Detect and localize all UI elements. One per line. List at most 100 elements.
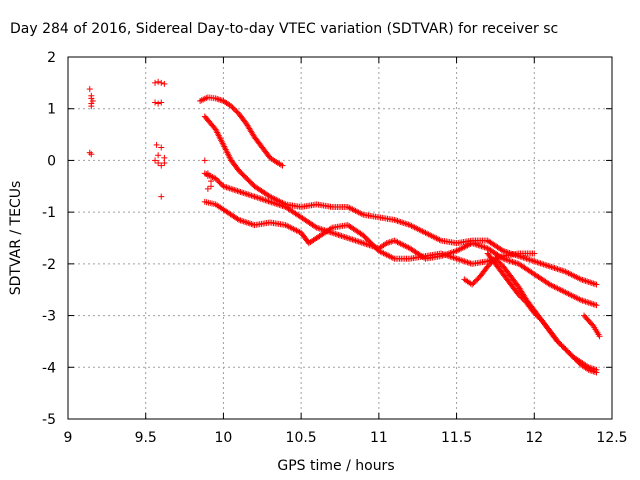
data-point bbox=[155, 78, 162, 85]
data-point bbox=[344, 235, 351, 241]
data-point bbox=[450, 254, 457, 261]
data-point bbox=[497, 260, 504, 267]
data-point bbox=[343, 234, 350, 241]
data-point bbox=[559, 343, 566, 350]
data-point bbox=[232, 107, 239, 114]
data-point bbox=[546, 263, 553, 270]
data-point bbox=[399, 219, 406, 226]
data-point bbox=[333, 231, 340, 238]
data-point bbox=[249, 193, 256, 200]
y-tick-label: 1 bbox=[47, 102, 56, 118]
data-point bbox=[591, 281, 598, 288]
data-point bbox=[585, 299, 592, 306]
data-point bbox=[474, 276, 481, 283]
data-point bbox=[215, 178, 222, 185]
data-point bbox=[461, 258, 468, 265]
data-point bbox=[265, 198, 272, 205]
data-point bbox=[158, 79, 165, 86]
data-point bbox=[589, 321, 596, 328]
data-point bbox=[543, 262, 550, 269]
data-point bbox=[216, 179, 223, 186]
data-point bbox=[557, 341, 564, 348]
data-point bbox=[588, 300, 595, 307]
data-point bbox=[158, 193, 165, 200]
data-point bbox=[86, 86, 93, 93]
data-point bbox=[478, 243, 485, 250]
y-tick-label: -3 bbox=[42, 309, 56, 325]
data-point bbox=[455, 256, 462, 263]
data-point bbox=[360, 240, 367, 247]
data-point bbox=[152, 79, 159, 86]
data-point bbox=[254, 194, 261, 201]
data-point bbox=[566, 350, 573, 357]
data-point bbox=[242, 190, 249, 197]
data-point bbox=[456, 256, 463, 263]
x-tick-label: 10 bbox=[215, 430, 233, 446]
y-tick-label: -1 bbox=[42, 205, 56, 221]
data-point bbox=[563, 347, 570, 354]
data-point bbox=[588, 279, 595, 286]
x-tick-labels: 9 9.5 10 10.5 11 11.5 12 12.5 bbox=[64, 430, 628, 446]
data-point bbox=[394, 217, 401, 224]
data-point bbox=[392, 217, 399, 224]
data-point bbox=[531, 250, 538, 257]
data-point bbox=[537, 260, 544, 267]
data-point bbox=[355, 238, 362, 245]
data-point bbox=[152, 99, 159, 106]
data-point bbox=[459, 257, 466, 264]
x-tick-label: 11.5 bbox=[441, 430, 472, 446]
data-point bbox=[452, 255, 459, 262]
data-point bbox=[256, 195, 263, 202]
y-tick-label: -4 bbox=[42, 360, 56, 376]
data-point bbox=[88, 151, 95, 158]
data-point bbox=[153, 141, 160, 148]
data-point bbox=[535, 313, 542, 320]
data-point bbox=[572, 356, 579, 363]
data-point bbox=[498, 246, 505, 253]
data-point bbox=[341, 233, 348, 240]
data-point bbox=[152, 157, 159, 164]
data-point bbox=[226, 185, 233, 192]
data-point bbox=[243, 219, 250, 226]
data-point bbox=[253, 194, 260, 201]
data-point bbox=[567, 351, 574, 358]
data-point bbox=[561, 344, 568, 351]
data-point bbox=[402, 220, 409, 227]
data-point bbox=[582, 277, 589, 284]
data-point bbox=[215, 96, 222, 103]
data-point bbox=[213, 176, 220, 183]
data-point bbox=[506, 257, 513, 264]
data-point bbox=[511, 259, 518, 266]
data-point bbox=[584, 278, 591, 285]
data-point bbox=[357, 239, 364, 246]
data-point bbox=[214, 95, 221, 102]
y-tick-labels: -5 -4 -3 -2 -1 0 1 2 bbox=[42, 50, 56, 428]
data-point bbox=[86, 149, 93, 156]
data-point bbox=[161, 154, 168, 161]
data-point bbox=[225, 184, 232, 191]
data-point bbox=[458, 257, 465, 264]
data-point bbox=[479, 243, 486, 250]
data-point bbox=[534, 259, 541, 266]
data-point bbox=[562, 346, 569, 353]
data-point bbox=[557, 267, 564, 274]
data-point bbox=[245, 191, 252, 198]
data-point bbox=[346, 235, 353, 242]
data-point bbox=[568, 352, 575, 359]
x-tick-label: 9 bbox=[64, 430, 73, 446]
data-point bbox=[464, 259, 471, 266]
data-point bbox=[469, 281, 476, 288]
y-tick-label: -2 bbox=[42, 257, 56, 273]
x-tick-label: 9.5 bbox=[135, 430, 157, 446]
data-point bbox=[259, 196, 266, 203]
data-point bbox=[540, 261, 547, 268]
data-point bbox=[518, 294, 525, 301]
data-point bbox=[155, 152, 162, 159]
data-point bbox=[338, 232, 345, 239]
data-point bbox=[453, 255, 460, 262]
x-tick-label: 12 bbox=[525, 430, 543, 446]
data-point bbox=[231, 186, 238, 193]
y-tick-label: 0 bbox=[47, 153, 56, 169]
data-point bbox=[575, 359, 582, 366]
